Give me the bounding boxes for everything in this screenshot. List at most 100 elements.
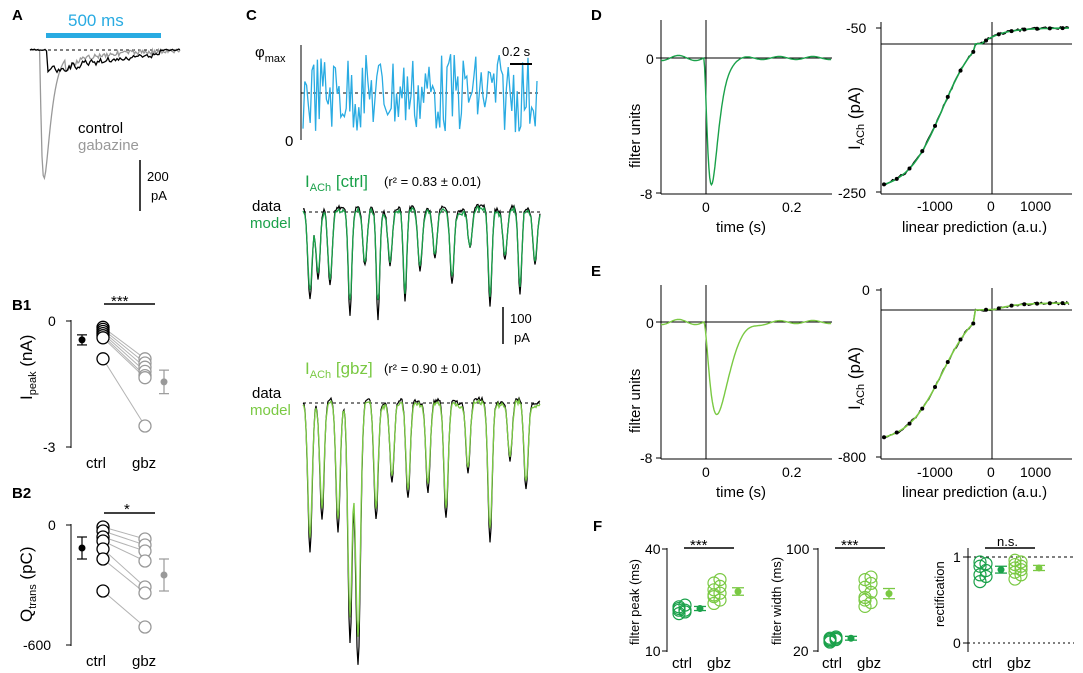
- b2-ylabel: Qtrans (pC): [17, 547, 39, 622]
- d-nl-xlabel: linear prediction (a.u.): [902, 219, 1047, 236]
- d-filter-ylabel: filter units: [627, 104, 644, 168]
- gbz-mean-dot: [734, 588, 742, 595]
- pair-line-1: [102, 329, 146, 364]
- nl-dot-72: [1035, 26, 1040, 31]
- b1-ytick-0: 0: [48, 313, 56, 329]
- gbz-title: IACh [gbz]: [305, 359, 373, 381]
- d-nl-data: [883, 25, 1070, 186]
- gbz-model-trace: [302, 397, 541, 637]
- b2-ytick-0: 0: [48, 517, 56, 533]
- scale-c-value: 100: [510, 311, 532, 326]
- ctrl-point-5: [96, 331, 110, 345]
- ctrl-mean-dot: [78, 544, 86, 552]
- e-filter-xtick-1: 0.2: [782, 464, 802, 480]
- ctrl-point-6: [823, 632, 837, 647]
- b1-marks: [77, 320, 169, 433]
- panel-f-letter: F: [593, 518, 602, 535]
- gbz-point-7: [713, 572, 727, 587]
- panel-e: E 0 -8 0 0.2 time (s) filter units 0 -80…: [591, 263, 1072, 501]
- nl-dot-0: [882, 435, 886, 440]
- b2-marks: [77, 520, 169, 634]
- gbz-point-6: [858, 572, 872, 587]
- panel-e-letter: E: [591, 263, 601, 280]
- e-filter-xlabel: time (s): [716, 484, 766, 501]
- ctrl-point-1: [979, 557, 993, 571]
- panel-b2-letter: B2: [12, 485, 31, 502]
- nl-dot-60: [1009, 29, 1014, 34]
- f-width-xlabel-gbz: gbz: [857, 655, 881, 672]
- nl-dot-84: [1060, 301, 1065, 306]
- e-nl-xtick-1: 0: [987, 464, 995, 480]
- b2-xlabel-gbz: gbz: [132, 653, 156, 670]
- legend-gabazine: gabazine: [78, 137, 139, 154]
- nl-dot-54: [996, 32, 1001, 37]
- nl-dot-54: [996, 306, 1001, 311]
- nl-dot-36: [958, 337, 963, 342]
- pair-line-4: [102, 335, 146, 376]
- stimulus-bar: [46, 33, 161, 38]
- b2-sig-label: *: [124, 501, 130, 518]
- f-rect-xlabel-gbz: gbz: [1007, 655, 1031, 672]
- stimulus-trace: [302, 54, 538, 133]
- f-rect-sig: n.s.: [997, 534, 1018, 549]
- e-nl-xtick-0: -1000: [917, 464, 953, 480]
- gbz-data-label: data: [252, 385, 282, 402]
- ctrl-point-6: [96, 584, 110, 598]
- ctrl-r2: (r² = 0.83 ± 0.01): [384, 174, 481, 189]
- panel-b1: B1 0 -3 Ipeak (nA) *** ctrl gbz: [12, 293, 169, 472]
- b1-ylabel: Ipeak (nA): [17, 335, 39, 400]
- pair-line-4: [102, 548, 146, 588]
- nl-dot-6: [894, 176, 899, 181]
- pair-line-2: [102, 331, 146, 368]
- nl-dot-60: [1009, 303, 1014, 308]
- gbz-r2: (r² = 0.90 ± 0.01): [384, 361, 481, 376]
- ctrl-model-label: model: [250, 215, 291, 232]
- d-nl-xtick-1: 0: [987, 198, 995, 214]
- pair-line-5: [102, 337, 146, 379]
- nl-dot-30: [945, 94, 950, 99]
- nl-dot-24: [933, 123, 938, 128]
- stimulus-label: 500 ms: [68, 11, 124, 30]
- f-peak-xlabel-ctrl: ctrl: [672, 655, 692, 672]
- nl-dot-72: [1035, 301, 1040, 306]
- scale-a-value: 200: [147, 169, 169, 184]
- ctrl-mean-dot: [696, 605, 704, 612]
- panel-a: A 500 ms control gabazine 200 pA: [12, 7, 181, 211]
- pair-line-0: [102, 526, 146, 540]
- f-peak-ylabel: filter peak (ms): [627, 559, 642, 645]
- f-rect-marks: [973, 553, 1045, 589]
- e-nl-ytick-0: 0: [862, 282, 870, 298]
- e-nl-ytick-1: -800: [838, 449, 866, 465]
- f-peak-ytick-1: 10: [645, 643, 661, 659]
- nl-dot-42: [971, 321, 976, 326]
- pair-line-3: [102, 540, 146, 562]
- f-width-marks: [823, 570, 895, 649]
- pair-line-6: [102, 590, 146, 628]
- b1-ytick-1: -3: [43, 439, 56, 455]
- d-nl-xtick-0: -1000: [917, 198, 953, 214]
- f-peak-sig: ***: [690, 537, 708, 554]
- nl-dot-30: [945, 360, 950, 365]
- d-filter-xtick-1: 0.2: [782, 199, 802, 215]
- e-filter-ytick-1: -8: [640, 450, 653, 466]
- f-rect-ytick-0: 1: [953, 549, 961, 565]
- b1-xlabel-gbz: gbz: [132, 455, 156, 472]
- d-nl-xtick-2: 1000: [1020, 198, 1051, 214]
- panel-b2: B2 0 -600 Qtrans (pC) * ctrl gbz: [12, 485, 169, 670]
- ctrl-mean-dot: [78, 336, 86, 344]
- d-filter-curve: [661, 54, 832, 187]
- legend-control: control: [78, 120, 123, 137]
- nl-dot-12: [907, 166, 912, 171]
- phi-zero-label: 0: [285, 133, 293, 150]
- nl-dot-0: [882, 182, 886, 187]
- f-width-ytick-1: 20: [793, 643, 809, 659]
- ctrl-data-label: data: [252, 198, 282, 215]
- nl-dot-36: [958, 68, 963, 73]
- d-nl-ytick-0: -50: [846, 20, 866, 36]
- ctrl-point-6: [973, 575, 987, 589]
- gbz-model-label: model: [250, 402, 291, 419]
- nl-dot-66: [1022, 302, 1027, 307]
- ctrl-title: IACh [ctrl]: [305, 172, 368, 194]
- pair-line-2: [102, 536, 146, 552]
